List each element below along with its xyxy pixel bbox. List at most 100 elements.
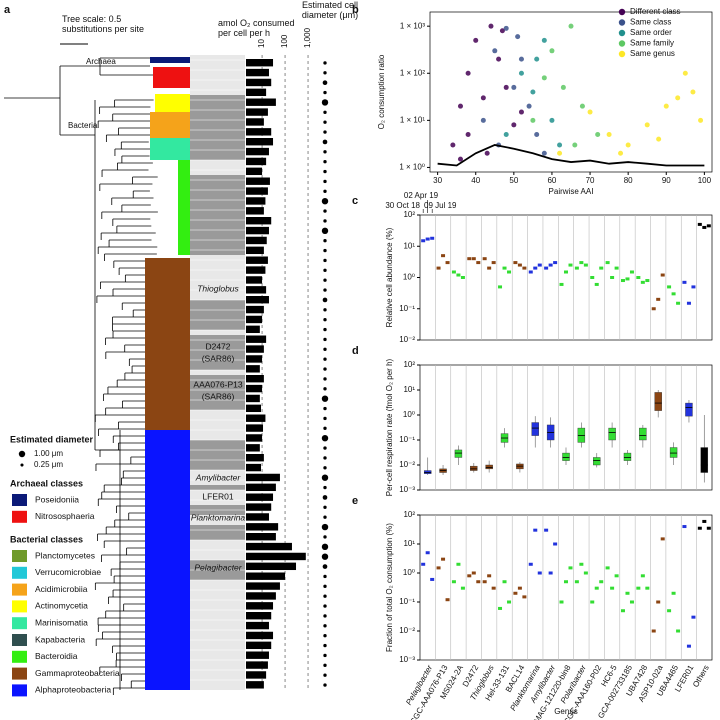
genus-band (190, 485, 245, 490)
dot (482, 257, 487, 261)
dot (460, 586, 465, 590)
point (557, 150, 563, 156)
bar (246, 562, 297, 571)
x-tick-label: 30 (433, 176, 442, 185)
size-dot (323, 90, 327, 95)
dot (491, 586, 496, 590)
point (690, 89, 696, 95)
dot (559, 282, 564, 286)
size-dot (323, 110, 327, 114)
y-axis-title: Fraction of total O₂ consumption (%) (385, 523, 394, 652)
legend-swatch (12, 617, 27, 630)
box (454, 449, 463, 458)
box (470, 465, 478, 471)
y-tick-label: 10⁻³ (399, 485, 415, 494)
size-dot (323, 643, 327, 648)
size-dot (323, 189, 327, 193)
box (562, 452, 570, 461)
class-block (155, 94, 190, 112)
dot (522, 595, 527, 599)
box (700, 447, 709, 473)
class-block (150, 138, 190, 160)
bar (246, 138, 274, 146)
dot (594, 282, 599, 286)
x-tick-label: 1,000 (303, 27, 312, 48)
date-label: 09 Jul 19 (424, 201, 457, 210)
box (654, 392, 662, 411)
dot (564, 580, 568, 584)
clade-label: LFER01 (202, 491, 233, 501)
bar (246, 177, 270, 185)
bar (246, 641, 272, 650)
point (511, 84, 517, 90)
y-tick-label: 10⁰ (403, 410, 415, 419)
archaea-label: Archaea (86, 57, 116, 66)
x-tick-label: 10 (257, 39, 266, 48)
dot (533, 266, 538, 270)
x-tick-label: 100 (280, 34, 289, 48)
bar (246, 217, 272, 225)
size-dot (323, 278, 327, 282)
dot (537, 263, 542, 267)
y-tick-label: 10⁻¹ (399, 304, 415, 313)
legend-label: Same order (630, 28, 672, 37)
legend-marker (618, 50, 626, 58)
legend-swatch (12, 510, 27, 523)
size-dot (323, 505, 327, 509)
dot (467, 574, 472, 578)
point (656, 136, 662, 142)
size-dot (323, 318, 327, 322)
dot (425, 237, 430, 241)
box (608, 427, 616, 441)
clade-label: Pelagibacter (194, 562, 242, 572)
dot (430, 577, 435, 581)
box (531, 422, 539, 436)
point (465, 70, 471, 76)
dot (430, 236, 435, 240)
point (541, 37, 547, 43)
point (496, 56, 502, 62)
dot (425, 551, 430, 555)
size-dot (323, 288, 327, 292)
bar (246, 118, 264, 126)
dot (579, 261, 584, 265)
size-dot (321, 227, 329, 235)
dot (599, 266, 604, 270)
clade-label: AAA076-P13 (193, 379, 242, 389)
dot (656, 297, 661, 301)
legend-swatch (12, 550, 27, 562)
dot (629, 270, 634, 274)
point (587, 109, 593, 115)
bar (246, 572, 286, 580)
point (595, 132, 601, 138)
point (530, 89, 536, 95)
legend-swatch (12, 566, 27, 579)
y-axis-title: O₂ consumption ratio (377, 54, 386, 129)
size-dot (323, 357, 327, 361)
plot-frame (429, 11, 713, 173)
bar (246, 671, 267, 679)
point (618, 150, 624, 156)
size-dot (323, 406, 327, 411)
point (663, 103, 669, 109)
bar (246, 414, 266, 422)
size-dot (323, 614, 327, 618)
y-tick-label: 10² (403, 210, 415, 219)
size-dot (322, 297, 328, 303)
size-dot (323, 416, 327, 421)
point (480, 117, 486, 123)
size-dot (323, 347, 327, 351)
genus-band (190, 175, 245, 255)
bar (246, 305, 264, 314)
size-axis-title: Estimated cell diameter (μm) (301, 0, 359, 20)
tree-scale: Tree scale: 0.5 substitutions per site (62, 14, 145, 34)
dot (476, 261, 481, 265)
point (541, 150, 547, 156)
point (557, 142, 563, 148)
y-tick-label: 10⁻² (399, 626, 415, 635)
dot (471, 257, 476, 261)
dot (544, 266, 549, 270)
bar (246, 444, 260, 452)
legend-label: Kapabacteria (35, 634, 85, 644)
